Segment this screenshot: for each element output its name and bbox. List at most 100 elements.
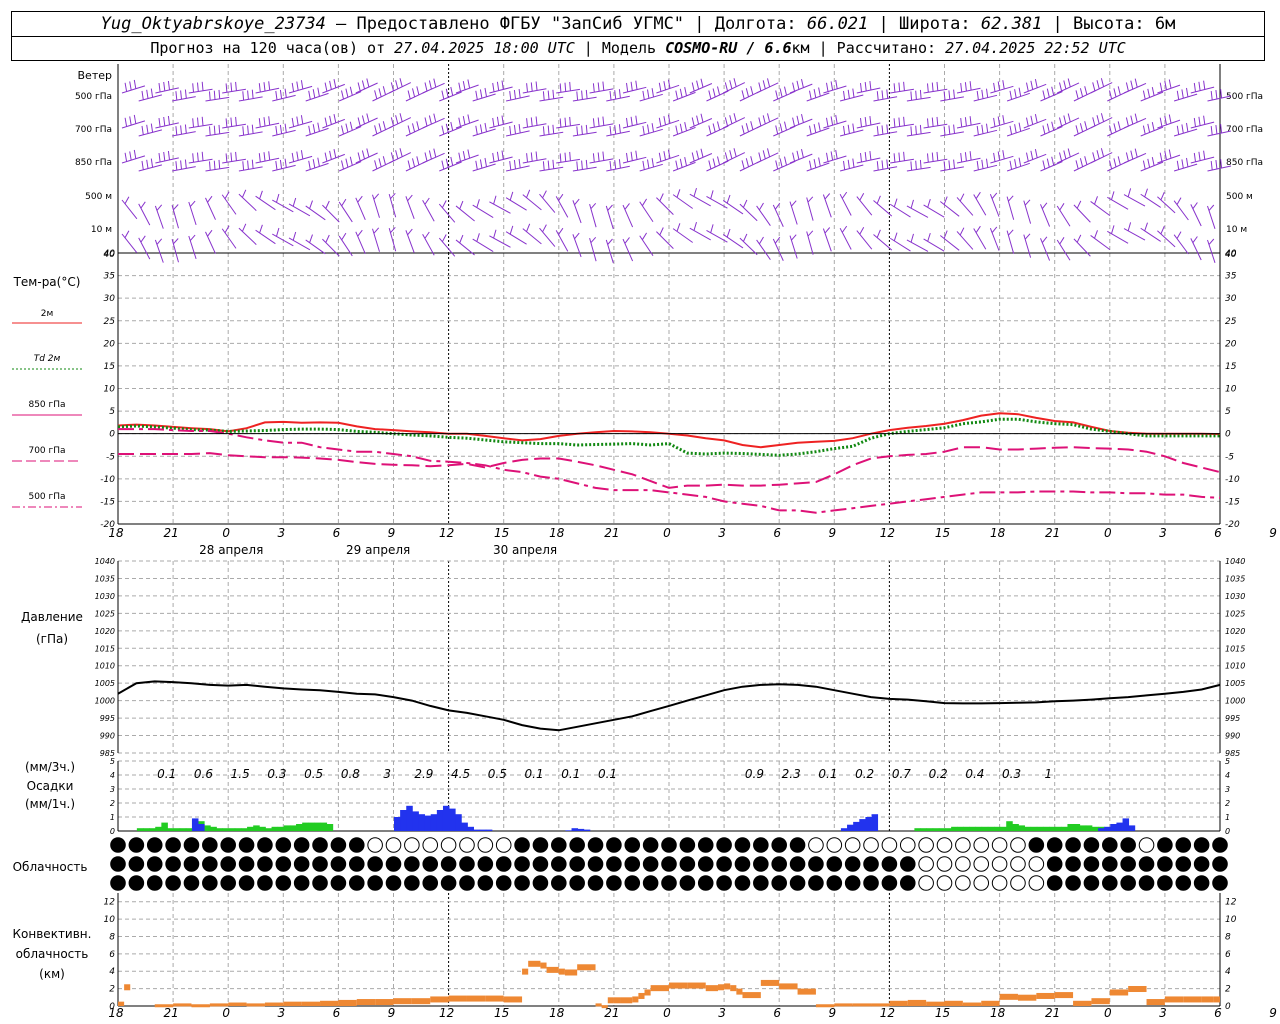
cloud-circle bbox=[569, 856, 585, 872]
wind-barb bbox=[1140, 86, 1164, 102]
y-tick-label-right: 20 bbox=[1225, 339, 1237, 349]
cloud-circle bbox=[110, 856, 126, 872]
precip-bar-green bbox=[320, 822, 328, 831]
wind-barb bbox=[890, 116, 914, 129]
wind-barb bbox=[205, 89, 230, 102]
precip-3h-total: 0.1 bbox=[561, 767, 580, 781]
wind-barb bbox=[1140, 156, 1164, 172]
conv-bar bbox=[466, 995, 486, 1002]
conv-bar bbox=[1164, 996, 1184, 1003]
conv-bar bbox=[889, 1000, 908, 1006]
wind-barb bbox=[639, 198, 654, 222]
conv-bar bbox=[118, 1001, 125, 1006]
precip-bar-blue bbox=[424, 815, 432, 831]
wind-barb bbox=[923, 81, 948, 94]
x-tick-label: 12 bbox=[439, 1006, 454, 1020]
wind-barb bbox=[338, 232, 353, 257]
wind-barb bbox=[990, 150, 1014, 164]
precip-3h-total: 0.1 bbox=[157, 767, 176, 781]
precip-bar-green bbox=[1049, 826, 1056, 831]
legend-700-label: 700 гПа bbox=[28, 446, 65, 456]
wind-barb bbox=[1040, 202, 1051, 227]
conv-bar bbox=[779, 983, 798, 990]
cloud-circle bbox=[808, 875, 824, 891]
wind-barb bbox=[322, 200, 340, 223]
altitude-label: | Высота: 6м bbox=[1042, 14, 1176, 34]
precip-bar-green bbox=[1012, 824, 1019, 831]
wind-barb bbox=[1123, 188, 1146, 207]
cloud-circle bbox=[202, 837, 218, 853]
wind-barb bbox=[539, 159, 564, 172]
conv-bar bbox=[815, 1004, 835, 1008]
conv-bar bbox=[522, 968, 529, 975]
cloud-circle bbox=[367, 856, 383, 872]
wind-barb bbox=[422, 113, 445, 129]
precip-bar-blue bbox=[859, 819, 866, 831]
wind-barb bbox=[1040, 86, 1063, 102]
wind-barb bbox=[388, 78, 412, 94]
y-tick-label-left: 5 bbox=[109, 407, 115, 417]
wind-barb bbox=[1207, 204, 1216, 229]
wind-barb bbox=[1056, 237, 1071, 261]
y-tick-label-left: 4 bbox=[110, 771, 115, 780]
wind-barb bbox=[1123, 148, 1147, 164]
wind-barb bbox=[989, 192, 1000, 217]
cloud-circle bbox=[936, 856, 953, 872]
cloud-circle bbox=[606, 837, 622, 853]
wind-barb bbox=[739, 199, 758, 222]
cloud-circle bbox=[1065, 875, 1081, 891]
precip-bar-blue bbox=[853, 821, 860, 831]
wind-barb bbox=[505, 225, 527, 245]
wind-barb bbox=[1023, 113, 1047, 129]
wind-barb bbox=[305, 200, 326, 221]
precip-bar-green bbox=[920, 828, 928, 831]
y-tick-label-left: 0 bbox=[109, 1002, 115, 1012]
wind-barb bbox=[1140, 188, 1161, 208]
conv-bar bbox=[375, 999, 394, 1006]
conv-bar bbox=[1036, 992, 1055, 999]
wind-barb bbox=[472, 233, 494, 253]
precip-bar-green bbox=[210, 826, 217, 831]
wind-barb bbox=[906, 199, 929, 218]
wind-barb bbox=[138, 88, 163, 102]
wind-barb bbox=[238, 189, 257, 211]
wind-barb bbox=[238, 159, 263, 172]
cloud-circle bbox=[789, 837, 806, 853]
cloud-circle bbox=[716, 837, 732, 853]
precip-labels: (мм/3ч.) Осадки (мм/1ч.) bbox=[25, 760, 75, 811]
wind-barb bbox=[639, 123, 663, 137]
wind-barb bbox=[789, 113, 813, 129]
cloud-circle bbox=[385, 875, 402, 891]
y-tick-label-left: -15 bbox=[100, 497, 115, 507]
conv-bar bbox=[705, 985, 718, 992]
precip-bar-blue bbox=[871, 814, 879, 831]
cloud-circle bbox=[422, 837, 439, 853]
wind-barb bbox=[355, 195, 366, 220]
wind-barb bbox=[272, 227, 294, 247]
wind-barb bbox=[856, 81, 881, 94]
wind-barb bbox=[155, 115, 179, 129]
cloud-circle bbox=[275, 837, 292, 853]
wind-barb bbox=[522, 189, 542, 211]
wind-barb bbox=[773, 86, 796, 102]
y-tick-label-right: 4 bbox=[1225, 771, 1230, 780]
y-tick-label-left: 25 bbox=[104, 317, 116, 327]
wind-barb bbox=[1073, 121, 1096, 137]
day-label: 29 апреля bbox=[346, 543, 410, 557]
wind-barb bbox=[288, 231, 311, 251]
wind-barb bbox=[188, 116, 213, 129]
wind-barb bbox=[772, 202, 784, 227]
wind-barb bbox=[222, 116, 246, 129]
wind-barb bbox=[990, 115, 1014, 129]
wind-barb bbox=[689, 221, 711, 241]
y-tick-label-right: 35 bbox=[1225, 272, 1237, 282]
wind-barb bbox=[722, 113, 746, 129]
wind-barb bbox=[789, 234, 798, 259]
wind-barbs bbox=[121, 78, 1232, 264]
wind-barb bbox=[1073, 234, 1091, 257]
wind-barb bbox=[1040, 156, 1063, 172]
precip-bar-green bbox=[938, 828, 946, 831]
conv-bar bbox=[601, 1005, 608, 1009]
wind-barb bbox=[372, 86, 395, 102]
precip-bar-blue bbox=[847, 824, 854, 831]
